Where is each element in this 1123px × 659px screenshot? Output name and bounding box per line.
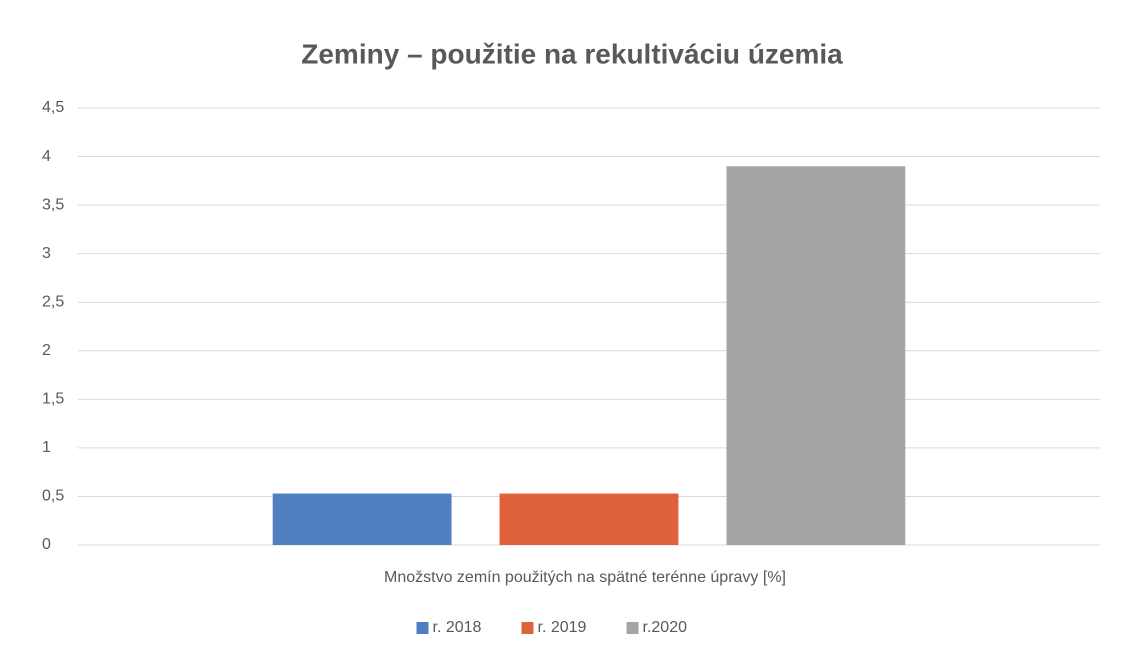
legend-swatch	[416, 622, 429, 634]
bar	[726, 166, 906, 545]
y-tick-label: 2	[42, 342, 51, 359]
bar	[272, 493, 452, 545]
y-tick-label: 4	[42, 148, 51, 165]
bar	[499, 493, 679, 545]
y-tick-label: 4,5	[42, 99, 64, 116]
y-tick-label: 1,5	[42, 391, 64, 408]
legend-label: r.2020	[643, 619, 688, 636]
legend-swatch	[626, 622, 639, 634]
legend-label: r. 2019	[538, 619, 587, 636]
y-tick-label: 1	[42, 439, 51, 456]
y-tick-label: 2,5	[42, 293, 64, 310]
y-tick-label: 0	[42, 536, 51, 553]
legend-label: r. 2018	[433, 619, 482, 636]
x-tick-label: Množstvo zemín použitých na spätné terén…	[384, 569, 786, 586]
y-tick-label: 3	[42, 245, 51, 262]
y-tick-label: 3,5	[42, 196, 64, 213]
y-tick-label: 0,5	[42, 488, 64, 505]
legend-swatch	[521, 622, 534, 634]
chart-title: Zeminy – použitie na rekultiváciu územia	[301, 38, 843, 69]
